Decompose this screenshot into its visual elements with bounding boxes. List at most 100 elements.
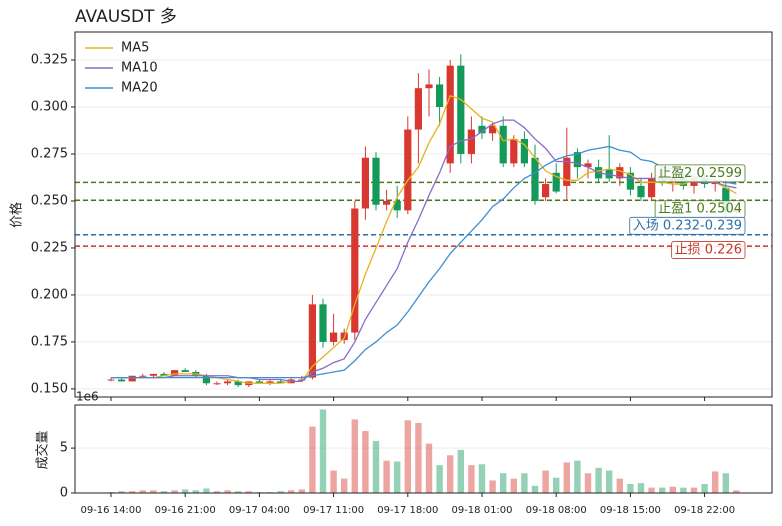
candle-body bbox=[478, 125, 486, 134]
ma-line bbox=[111, 145, 737, 379]
candle-body bbox=[573, 152, 581, 168]
volume-bar bbox=[150, 490, 157, 493]
candle-body bbox=[436, 84, 444, 107]
candle-body bbox=[181, 370, 189, 373]
volume-bar bbox=[457, 449, 464, 493]
candle-body bbox=[393, 200, 401, 211]
level-label-text: 止盈1 0.2504 bbox=[658, 202, 742, 217]
volume-bar bbox=[139, 490, 146, 493]
volume-bar bbox=[383, 460, 390, 493]
volume-bar bbox=[309, 426, 316, 493]
candle-body bbox=[489, 125, 497, 134]
volume-bar bbox=[160, 491, 168, 493]
candle-body bbox=[584, 163, 592, 168]
y-tick-label: 0 bbox=[60, 486, 68, 501]
y-tick-label: 0.150 bbox=[31, 381, 68, 396]
candle-body bbox=[616, 167, 624, 179]
level-label: 止盈2 0.2599 bbox=[654, 164, 746, 183]
volume-bar bbox=[478, 464, 486, 493]
volume-bar bbox=[235, 491, 242, 493]
volume-bar bbox=[690, 487, 698, 493]
candle-body bbox=[351, 208, 359, 333]
volume-bar bbox=[330, 470, 337, 493]
volume-bar bbox=[394, 461, 401, 493]
candle-body bbox=[626, 172, 634, 190]
volume-bar bbox=[563, 462, 570, 493]
volume-bar bbox=[341, 478, 348, 493]
volume-bar bbox=[319, 409, 327, 493]
volume-bar bbox=[404, 420, 411, 493]
candle-body bbox=[255, 381, 263, 384]
volume-bar bbox=[574, 460, 581, 493]
volume-bar bbox=[616, 478, 623, 493]
x-tick-label: 09-16 21:00 bbox=[155, 505, 216, 516]
candle-body bbox=[149, 373, 157, 376]
volume-bar bbox=[701, 484, 708, 493]
candle-body bbox=[520, 138, 528, 164]
x-tick-label: 09-18 22:00 bbox=[674, 505, 735, 516]
volume-bar bbox=[447, 455, 454, 493]
volume-bar bbox=[245, 491, 252, 493]
candle-body bbox=[308, 304, 316, 378]
legend-label: MA5 bbox=[121, 41, 149, 56]
candle-body bbox=[457, 65, 465, 154]
volume-bar bbox=[351, 419, 358, 493]
candle-body bbox=[552, 172, 560, 192]
volume-bar bbox=[510, 478, 517, 493]
candle-body bbox=[234, 381, 242, 386]
candle-body bbox=[383, 200, 391, 205]
candle-body bbox=[330, 332, 338, 342]
candle-body bbox=[266, 381, 274, 384]
volume-bar bbox=[277, 491, 284, 493]
level-label: 入场 0.232-0.239 bbox=[629, 216, 746, 235]
x-tick-label: 09-16 14:00 bbox=[80, 505, 141, 516]
level-label-text: 止损 0.226 bbox=[675, 243, 742, 258]
volume-bar bbox=[553, 477, 560, 493]
candle-body bbox=[637, 185, 645, 198]
y-axis-label: 价格 bbox=[9, 202, 25, 228]
volume-bar bbox=[712, 471, 719, 493]
volume-bar bbox=[436, 465, 443, 493]
volume-bar bbox=[500, 473, 507, 493]
x-tick-label: 09-17 11:00 bbox=[303, 505, 364, 516]
level-label-text: 入场 0.232-0.239 bbox=[633, 218, 742, 233]
candle-body bbox=[224, 381, 232, 384]
x-tick-label: 09-18 01:00 bbox=[451, 505, 512, 516]
candle-body bbox=[648, 178, 656, 198]
plot-frame bbox=[74, 404, 773, 494]
x-tick-label: 09-18 15:00 bbox=[600, 505, 661, 516]
level-label-text: 止盈2 0.2599 bbox=[658, 166, 742, 181]
candle-body bbox=[414, 88, 422, 130]
volume-bar bbox=[648, 487, 655, 493]
candle-body bbox=[372, 157, 380, 205]
candle-body bbox=[531, 157, 539, 201]
volume-bar bbox=[733, 490, 740, 493]
volume-bar bbox=[425, 443, 433, 493]
volume-bar bbox=[224, 490, 231, 493]
y-tick-label: 0.175 bbox=[31, 334, 68, 349]
y-tick-label: 5 bbox=[60, 441, 68, 456]
volume-bar bbox=[606, 470, 613, 493]
candle-body bbox=[319, 304, 327, 342]
candle-body bbox=[213, 383, 221, 385]
volume-bar bbox=[203, 488, 210, 493]
legend-label: MA20 bbox=[121, 81, 158, 96]
ma-line bbox=[111, 94, 737, 384]
candle-body bbox=[277, 381, 285, 384]
volume-bar bbox=[659, 487, 666, 493]
volume-bar bbox=[627, 484, 634, 493]
volume-bar bbox=[722, 473, 729, 493]
level-label-box bbox=[629, 216, 746, 235]
candle-body bbox=[605, 169, 613, 179]
candle-body bbox=[171, 370, 179, 376]
candle-body bbox=[202, 375, 210, 384]
candle-body bbox=[128, 375, 136, 382]
volume-bar bbox=[372, 440, 380, 493]
volume-bar bbox=[288, 490, 295, 493]
plot-frame bbox=[74, 31, 773, 398]
y-tick-label: 0.275 bbox=[31, 146, 68, 161]
y-tick-label: 0.200 bbox=[31, 287, 68, 302]
chart-title: AVAUSDT 多 bbox=[75, 7, 177, 27]
candle-body bbox=[446, 65, 454, 164]
